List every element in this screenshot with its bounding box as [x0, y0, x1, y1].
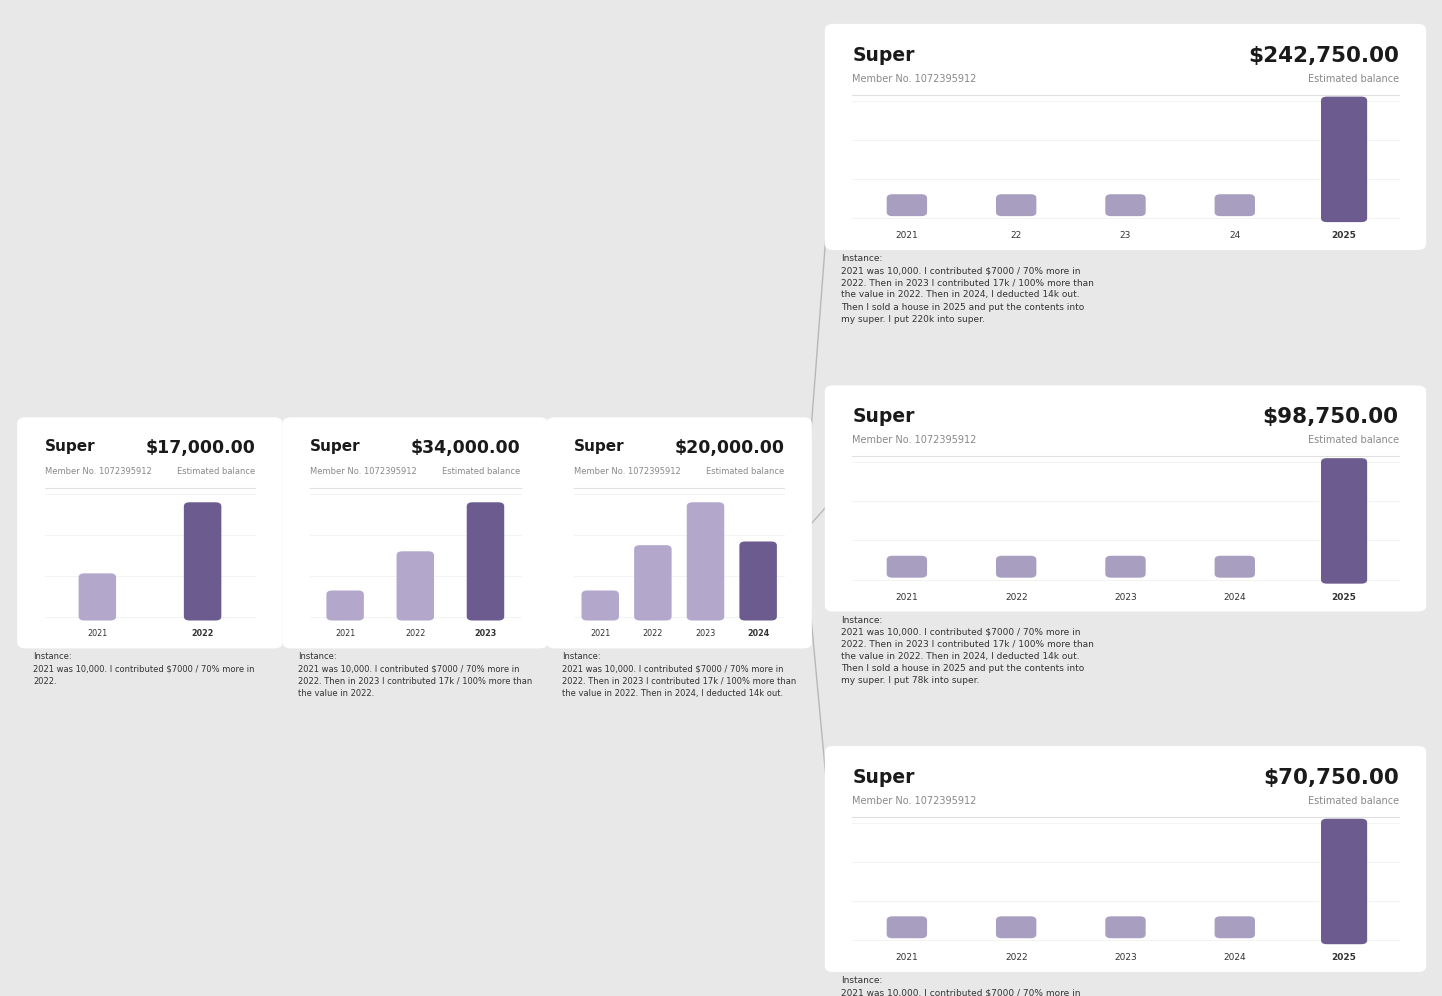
Text: $34,000.00: $34,000.00 [411, 439, 521, 457]
FancyBboxPatch shape [1321, 819, 1367, 944]
Text: Estimated balance: Estimated balance [707, 467, 784, 476]
Text: 2024: 2024 [1223, 953, 1246, 962]
Text: $17,000.00: $17,000.00 [146, 439, 255, 457]
Text: Super: Super [45, 439, 95, 454]
FancyBboxPatch shape [397, 552, 434, 621]
Text: 23: 23 [1120, 231, 1131, 240]
Text: $20,000.00: $20,000.00 [675, 439, 784, 457]
Text: Member No. 1072395912: Member No. 1072395912 [852, 796, 976, 806]
Text: Estimated balance: Estimated balance [1308, 74, 1399, 84]
Text: 2022: 2022 [643, 629, 663, 638]
Text: 2023: 2023 [695, 629, 715, 638]
Text: Super: Super [852, 46, 914, 65]
Text: 2023: 2023 [1115, 593, 1136, 602]
Text: 24: 24 [1229, 231, 1240, 240]
FancyBboxPatch shape [1105, 194, 1145, 216]
FancyBboxPatch shape [326, 591, 363, 621]
Text: 2022: 2022 [1005, 593, 1028, 602]
FancyBboxPatch shape [887, 194, 927, 216]
FancyBboxPatch shape [996, 556, 1037, 578]
Text: $242,750.00: $242,750.00 [1247, 46, 1399, 66]
FancyBboxPatch shape [1321, 458, 1367, 584]
FancyBboxPatch shape [547, 417, 812, 648]
Text: Instance:
2021 was 10,000. I contributed $7000 / 70% more in
2022. Then in 2023 : Instance: 2021 was 10,000. I contributed… [298, 652, 532, 698]
Text: Estimated balance: Estimated balance [443, 467, 521, 476]
Text: 2021: 2021 [895, 231, 919, 240]
Text: Estimated balance: Estimated balance [177, 467, 255, 476]
Text: 22: 22 [1011, 231, 1022, 240]
Text: Super: Super [310, 439, 360, 454]
Text: 2024: 2024 [747, 629, 769, 638]
Text: 2025: 2025 [1331, 231, 1357, 240]
Text: 2025: 2025 [1331, 953, 1357, 962]
Text: Instance:
2021 was 10,000. I contributed $7000 / 70% more in
2022. Then in 2023 : Instance: 2021 was 10,000. I contributed… [841, 616, 1093, 685]
Text: 2021: 2021 [590, 629, 610, 638]
Text: 2025: 2025 [1331, 593, 1357, 602]
Text: Estimated balance: Estimated balance [1308, 435, 1399, 445]
FancyBboxPatch shape [1214, 194, 1255, 216]
Text: Member No. 1072395912: Member No. 1072395912 [45, 467, 151, 476]
Text: Super: Super [852, 768, 914, 787]
Text: Instance:
2021 was 10,000. I contributed $7000 / 70% more in
2022. Then in 2023 : Instance: 2021 was 10,000. I contributed… [562, 652, 796, 698]
Text: Member No. 1072395912: Member No. 1072395912 [574, 467, 681, 476]
FancyBboxPatch shape [825, 385, 1426, 612]
FancyBboxPatch shape [183, 502, 221, 621]
Text: 2022: 2022 [1005, 953, 1028, 962]
FancyBboxPatch shape [740, 542, 777, 621]
FancyBboxPatch shape [581, 591, 619, 621]
Text: 2022: 2022 [405, 629, 425, 638]
Text: Member No. 1072395912: Member No. 1072395912 [852, 74, 976, 84]
FancyBboxPatch shape [686, 502, 724, 621]
Text: 2023: 2023 [1115, 953, 1136, 962]
Text: 2021: 2021 [895, 953, 919, 962]
Text: Super: Super [852, 407, 914, 426]
Text: 2022: 2022 [192, 629, 213, 638]
Text: 2021: 2021 [87, 629, 108, 638]
FancyBboxPatch shape [1321, 97, 1367, 222]
FancyBboxPatch shape [79, 574, 115, 621]
Text: $70,750.00: $70,750.00 [1263, 768, 1399, 788]
FancyBboxPatch shape [1105, 556, 1145, 578]
FancyBboxPatch shape [17, 417, 283, 648]
Text: Instance:
2021 was 10,000. I contributed $7000 / 70% more in
2022.: Instance: 2021 was 10,000. I contributed… [33, 652, 255, 685]
Text: 2023: 2023 [474, 629, 496, 638]
FancyBboxPatch shape [825, 24, 1426, 250]
Text: Member No. 1072395912: Member No. 1072395912 [310, 467, 417, 476]
Text: $98,750.00: $98,750.00 [1263, 407, 1399, 427]
FancyBboxPatch shape [467, 502, 505, 621]
FancyBboxPatch shape [996, 194, 1037, 216]
FancyBboxPatch shape [634, 545, 672, 621]
Text: Member No. 1072395912: Member No. 1072395912 [852, 435, 976, 445]
Text: 2021: 2021 [895, 593, 919, 602]
Text: Instance:
2021 was 10,000. I contributed $7000 / 70% more in
2022. Then in 2023 : Instance: 2021 was 10,000. I contributed… [841, 976, 1093, 996]
Text: Estimated balance: Estimated balance [1308, 796, 1399, 806]
FancyBboxPatch shape [996, 916, 1037, 938]
Text: 2024: 2024 [1223, 593, 1246, 602]
FancyBboxPatch shape [1214, 916, 1255, 938]
Text: Instance:
2021 was 10,000. I contributed $7000 / 70% more in
2022. Then in 2023 : Instance: 2021 was 10,000. I contributed… [841, 254, 1093, 324]
Text: 2021: 2021 [335, 629, 355, 638]
FancyBboxPatch shape [825, 746, 1426, 972]
FancyBboxPatch shape [887, 916, 927, 938]
FancyBboxPatch shape [1105, 916, 1145, 938]
FancyBboxPatch shape [283, 417, 548, 648]
FancyBboxPatch shape [1214, 556, 1255, 578]
FancyBboxPatch shape [887, 556, 927, 578]
Text: Super: Super [574, 439, 624, 454]
